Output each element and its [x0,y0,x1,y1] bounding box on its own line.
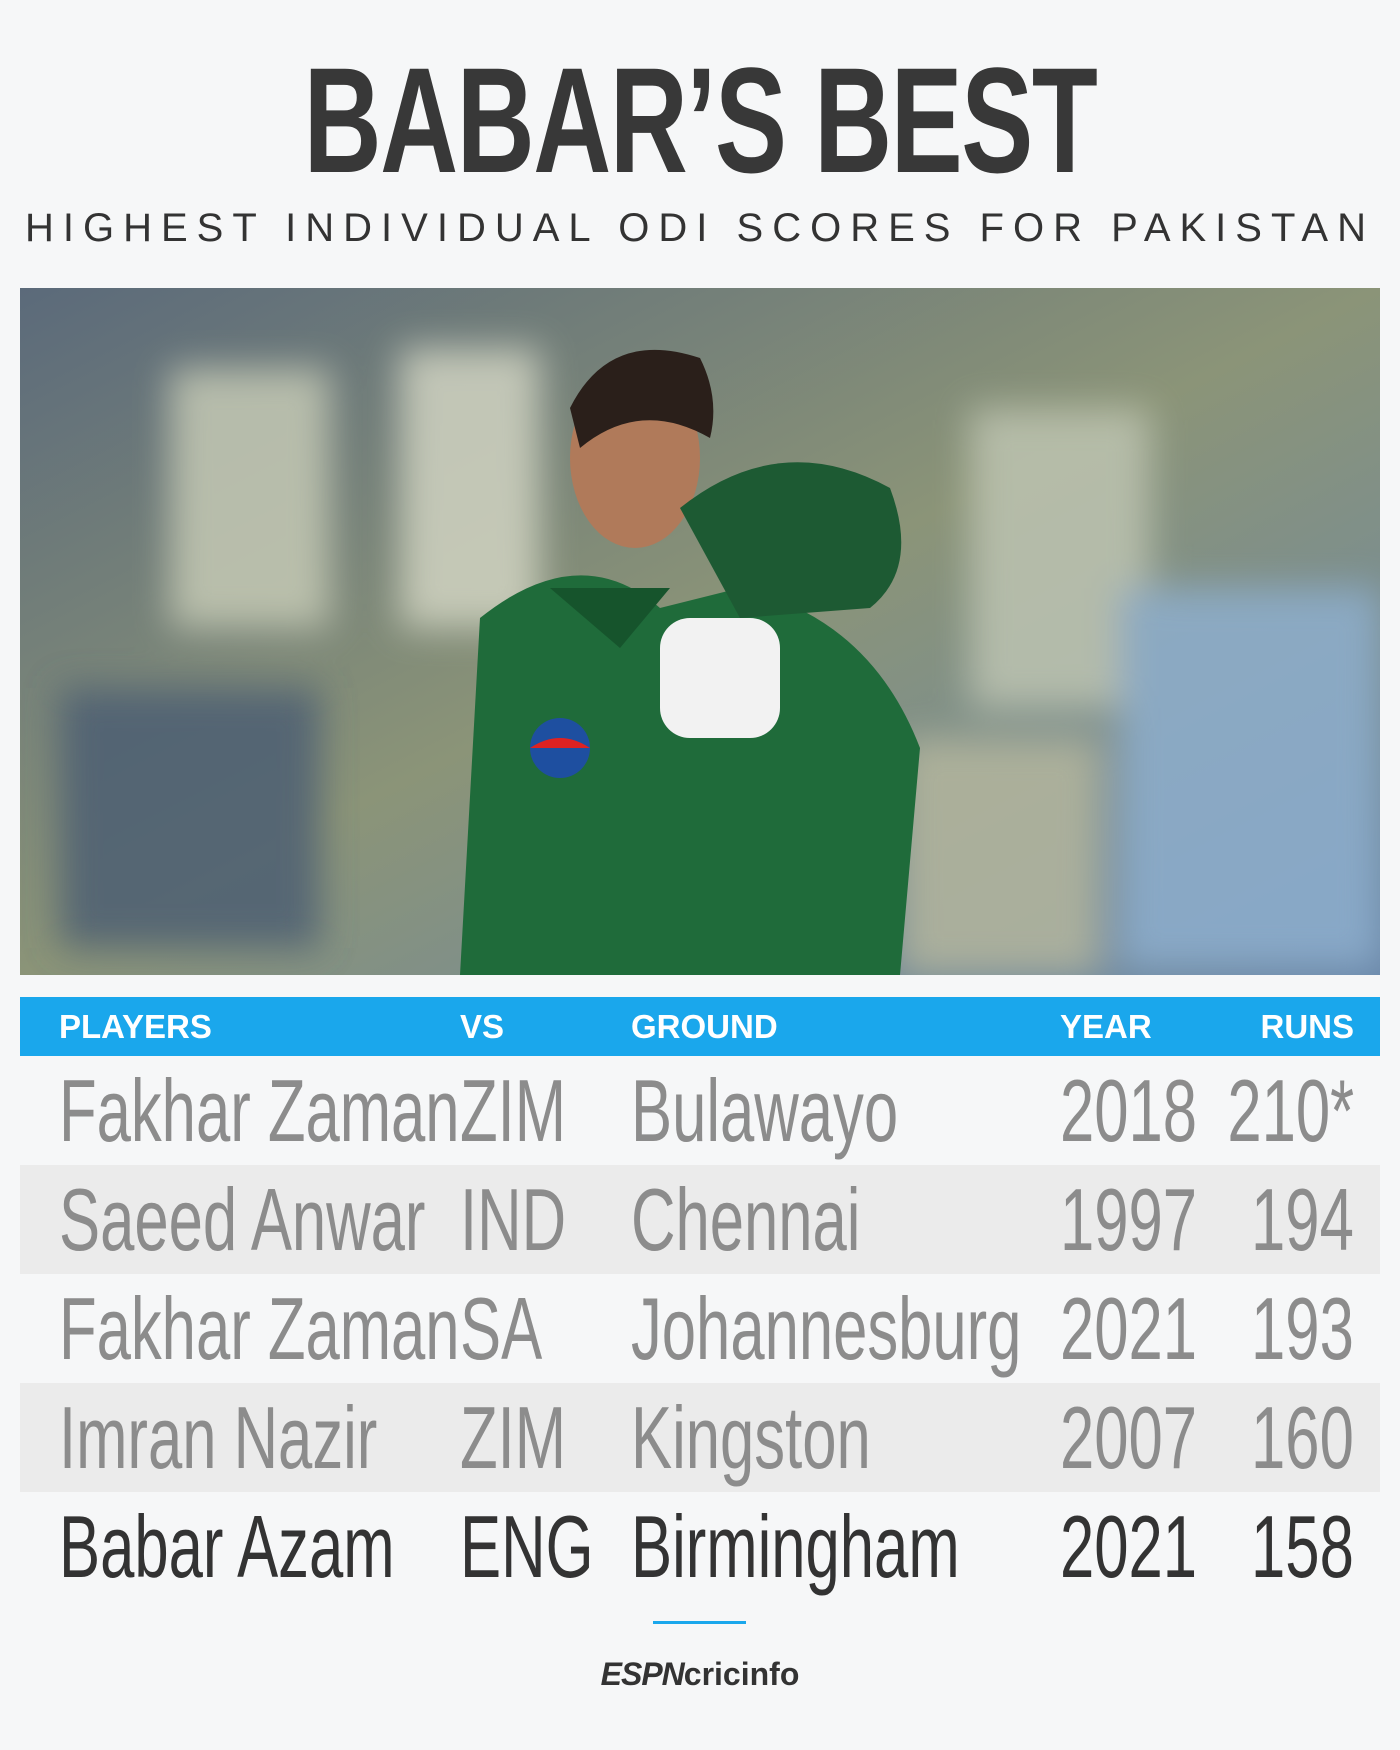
table-cell: 193 [1251,1279,1354,1378]
table-row: Babar Azam ENG Birmingham 2021 158 [20,1492,1380,1601]
table-cell: Imran Nazir [59,1388,378,1487]
table-cell: 2018 [1060,1061,1198,1160]
table-row: Imran Nazir ZIM Kingston 2007 160 [20,1383,1380,1492]
title: BABAR’S BEST [303,36,1098,204]
table-cell: ZIM [460,1061,567,1160]
table-cell: Birmingham [631,1497,960,1596]
subtitle: HIGHEST INDIVIDUAL ODI SCORES FOR PAKIST… [24,206,1375,250]
column-header: YEAR [1060,1008,1152,1045]
logo-name: cricinfo [683,1656,800,1692]
table-cell: SA [460,1279,543,1378]
column-header: GROUND [631,1008,778,1045]
table-cell: 2021 [1060,1497,1198,1596]
table-cell: ENG [460,1497,594,1596]
column-header: PLAYERS [59,1008,212,1045]
logo: ESPNcricinfo [0,1656,1400,1693]
table-cell: Babar Azam [59,1497,395,1596]
table-cell: Johannesburg [631,1279,1022,1378]
table-row: Saeed Anwar IND Chennai 1997 194 [20,1165,1380,1274]
logo-brand: ESPN [600,1656,685,1692]
table-cell: Chennai [631,1170,861,1269]
table-cell: Saeed Anwar [59,1170,426,1269]
table-cell: 1997 [1060,1170,1198,1269]
table-cell: Bulawayo [631,1061,899,1160]
table-row: Fakhar Zaman ZIM Bulawayo 2018 210* [20,1056,1380,1165]
table-header: PLAYERS VS GROUND YEAR RUNS [20,997,1380,1056]
column-header: VS [460,1008,505,1045]
column-header: RUNS [1260,1008,1354,1045]
table-cell: 2021 [1060,1279,1198,1378]
divider [653,1621,746,1624]
table-cell: Fakhar Zaman [59,1279,460,1378]
table-cell: 160 [1251,1388,1354,1487]
table-cell: Kingston [631,1388,871,1487]
table-cell: Fakhar Zaman [59,1061,460,1160]
table-cell: 194 [1251,1170,1354,1269]
photo [20,288,1380,975]
table-cell: 2007 [1060,1388,1198,1487]
table-cell: ZIM [460,1388,567,1487]
table-cell: 158 [1251,1497,1354,1596]
table-row: Fakhar Zaman SA Johannesburg 2021 193 [20,1274,1380,1383]
table-cell: 210* [1227,1061,1354,1160]
table-cell: IND [460,1170,567,1269]
